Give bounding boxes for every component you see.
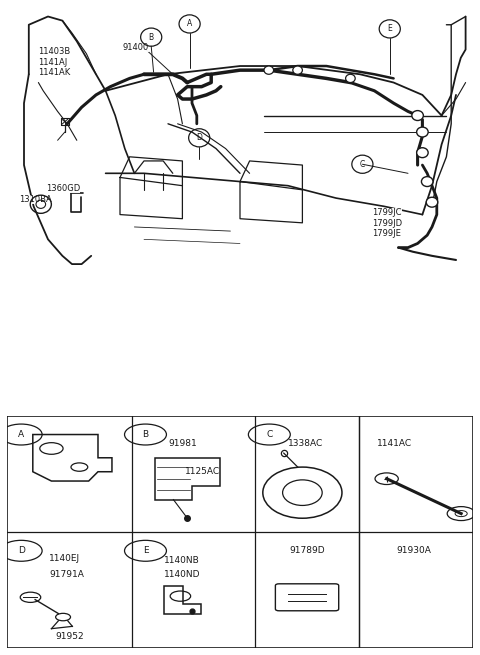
Text: 1140EJ: 1140EJ bbox=[49, 554, 80, 563]
Text: B: B bbox=[143, 430, 148, 439]
Text: C: C bbox=[266, 430, 273, 439]
Circle shape bbox=[264, 66, 274, 74]
Text: B: B bbox=[149, 33, 154, 42]
Text: 1140NB: 1140NB bbox=[164, 555, 200, 565]
Text: 1141AC: 1141AC bbox=[377, 440, 412, 448]
Circle shape bbox=[426, 197, 438, 207]
Text: 91930A: 91930A bbox=[396, 546, 431, 555]
Circle shape bbox=[346, 74, 355, 83]
Text: 91952: 91952 bbox=[55, 632, 84, 641]
Text: 1799JC
1799JD
1799JE: 1799JC 1799JD 1799JE bbox=[372, 208, 402, 238]
Text: 1360GD: 1360GD bbox=[46, 183, 80, 193]
Text: E: E bbox=[143, 546, 148, 555]
Text: 91791A: 91791A bbox=[49, 570, 84, 578]
Circle shape bbox=[421, 177, 433, 187]
Circle shape bbox=[412, 111, 423, 121]
Text: 11403B
1141AJ
1141AK: 11403B 1141AJ 1141AK bbox=[38, 47, 71, 77]
Text: 1140ND: 1140ND bbox=[164, 570, 201, 578]
Text: 1338AC: 1338AC bbox=[288, 440, 323, 448]
Text: A: A bbox=[187, 20, 192, 28]
Text: 91400: 91400 bbox=[122, 43, 149, 52]
Text: D: D bbox=[18, 546, 24, 555]
Text: E: E bbox=[387, 24, 392, 33]
Text: 91981: 91981 bbox=[169, 440, 197, 448]
Text: A: A bbox=[18, 430, 24, 439]
Text: C: C bbox=[360, 160, 365, 169]
Circle shape bbox=[293, 66, 302, 74]
Text: D: D bbox=[196, 134, 202, 142]
Circle shape bbox=[417, 127, 428, 137]
Text: 1310BA: 1310BA bbox=[19, 195, 52, 204]
Circle shape bbox=[417, 148, 428, 158]
Text: 1125AC: 1125AC bbox=[185, 467, 220, 476]
Text: 91789D: 91789D bbox=[289, 546, 325, 555]
